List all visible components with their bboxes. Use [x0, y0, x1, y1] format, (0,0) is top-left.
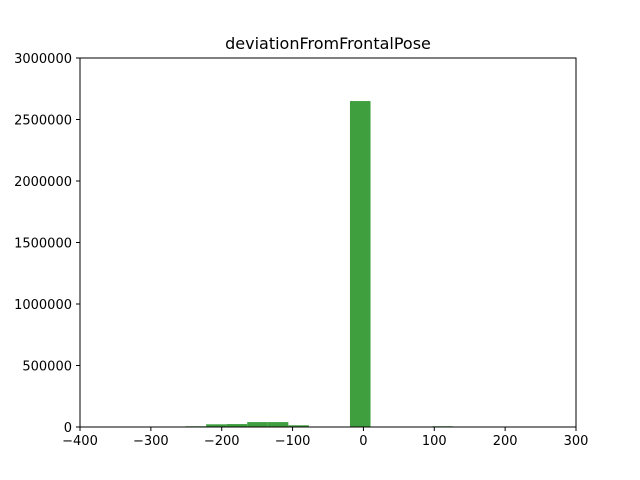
bars-group [165, 101, 453, 428]
y-tick-label: 1500000 [14, 237, 72, 252]
x-tick-label: −400 [62, 434, 98, 449]
y-axis-ticks: 0 500000 1000000 1500000 2000000 2500000 30000… [14, 52, 80, 436]
x-tick-label: 300 [564, 434, 589, 449]
x-tick-label: −200 [204, 434, 240, 449]
y-tick-label: 0 [64, 421, 72, 436]
x-tick-label: −100 [275, 434, 311, 449]
x-tick-label: 100 [422, 434, 447, 449]
y-tick-label: 500000 [22, 360, 72, 375]
x-tick-label: 0 [359, 434, 367, 449]
y-tick-label: 2000000 [14, 175, 72, 190]
y-tick-label: 2500000 [14, 114, 72, 129]
histogram-bar [267, 422, 289, 427]
x-axis-ticks: −400 −300 −200 −100 0 100 200 300 [62, 427, 588, 449]
histogram-bar [349, 101, 371, 428]
x-tick-label: 200 [493, 434, 518, 449]
histogram-bar [288, 425, 309, 427]
histogram-bar [206, 424, 227, 427]
chart-title: deviationFromFrontalPose [225, 34, 431, 53]
histogram-bar [247, 422, 268, 427]
y-tick-label: 1000000 [14, 298, 72, 313]
plot-frame [79, 57, 577, 428]
x-tick-label: −300 [133, 434, 169, 449]
y-tick-label: 3000000 [14, 52, 72, 67]
histogram-bar [226, 424, 248, 427]
